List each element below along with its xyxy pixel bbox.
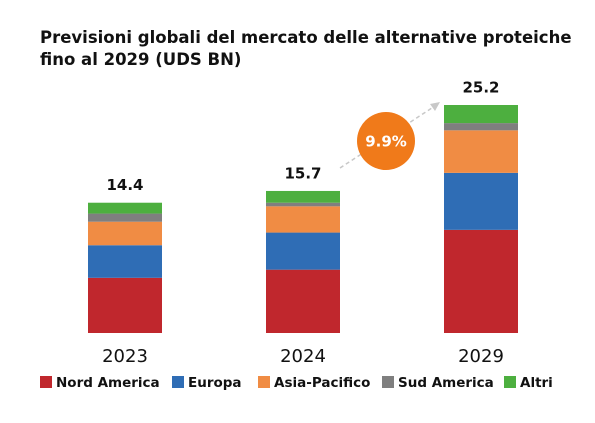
legend-swatch [172,376,184,388]
x-tick-label: 2024 [280,346,326,367]
bar-segment [266,190,340,203]
bar-segment [88,213,162,222]
bar-segment [444,130,518,173]
bar-segment [444,229,518,333]
arrow-head [430,102,440,111]
legend-label: Asia-Pacifico [274,375,370,391]
bar-segment [88,202,162,214]
bar-segment [88,245,162,278]
legend-swatch [258,376,270,388]
legend-swatch [382,376,394,388]
total-label: 14.4 [106,176,143,194]
legend-label: Sud America [398,375,494,391]
total-label: 25.2 [462,79,499,97]
bar-segment [88,221,162,246]
bar-segment [266,232,340,270]
legend-label: Europa [188,375,242,391]
legend-label: Altri [520,375,553,391]
bar-segment [266,269,340,333]
legend-swatch [40,376,52,388]
bar-segment [266,206,340,233]
x-tick-label: 2029 [458,346,504,367]
bar-segment [444,172,518,230]
legend-label: Nord America [56,375,160,391]
growth-badge [357,112,415,170]
bar-segment [88,277,162,333]
growth-label: 9.9% [365,133,407,151]
bar-segment [444,105,518,124]
x-tick-label: 2023 [102,346,148,367]
bar-segment [266,202,340,207]
total-label: 15.7 [284,164,321,182]
bar-segment [444,123,518,131]
chart-title: Previsioni globali del mercato delle alt… [40,28,572,69]
legend-swatch [504,376,516,388]
